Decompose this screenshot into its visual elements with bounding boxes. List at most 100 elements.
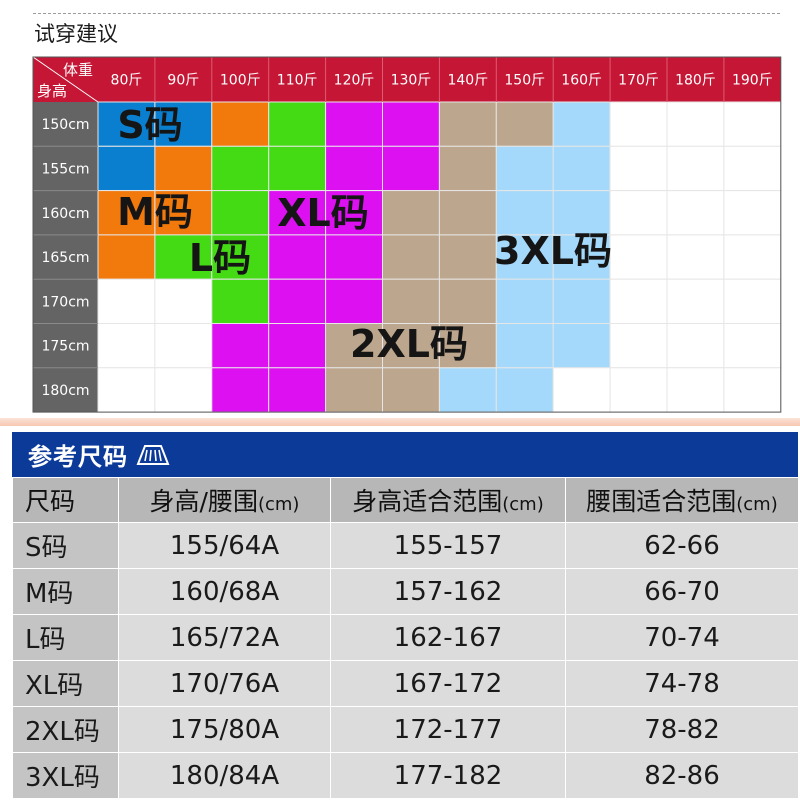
grid-cell [154, 323, 213, 369]
corner-weight-label: 体重 [63, 61, 93, 79]
grid-cell [723, 234, 782, 280]
grid-cell [211, 190, 270, 236]
grid-cell [382, 367, 440, 413]
size-cell: XL码 [12, 660, 119, 707]
weight-label: 120斤 [334, 73, 375, 89]
height-waist-cell: 170/76A [118, 660, 331, 707]
grid-cell [382, 190, 440, 236]
grid-cell [552, 234, 611, 280]
grid-cell [666, 323, 725, 369]
grid-cell [609, 234, 668, 280]
weight-label: 190斤 [732, 73, 773, 89]
height-range-cell: 167-172 [330, 660, 566, 707]
size-zone-label: M码 [117, 190, 193, 234]
weight-label: 180斤 [675, 73, 716, 89]
grid-cell [723, 145, 782, 192]
height-range-cell: 177-182 [330, 752, 566, 799]
column-header: 身高适合范围(cm) [330, 477, 566, 523]
grid-cell [325, 101, 384, 147]
size-cell: L码 [12, 614, 119, 661]
grid-cell [438, 190, 497, 236]
grid-cell [552, 323, 611, 369]
grid-cell [154, 278, 213, 325]
ruler-icon [136, 443, 170, 467]
grid-cell [609, 101, 668, 147]
grid-cell [154, 234, 213, 280]
size-zone-label: 2XL码 [350, 322, 468, 366]
grid-cell [438, 101, 497, 147]
grid-cell [268, 145, 327, 192]
reference-size-header: 参考尺码 [12, 432, 798, 477]
corner-height-label: 身高 [37, 82, 67, 100]
grid-cell [552, 101, 611, 147]
grid-cell [495, 101, 554, 147]
grid-cell [268, 323, 327, 369]
waist-range-cell: 70-74 [565, 614, 799, 661]
height-label: 170cm [41, 294, 89, 310]
grid-cell [382, 101, 440, 147]
table-row: 3XL码 180/84A 177-182 82-86 [12, 752, 799, 799]
grid-cell [723, 101, 782, 147]
grid-cell [97, 145, 156, 192]
grid-cell [723, 190, 782, 236]
weight-label: 150斤 [504, 73, 545, 89]
waist-range-cell: 82-86 [565, 752, 799, 799]
grid-cell [154, 367, 213, 413]
height-side-column [33, 102, 98, 413]
table-row: S码 155/64A 155-157 62-66 [12, 522, 799, 569]
height-range-cell: 155-157 [330, 522, 566, 569]
separator-band [0, 418, 800, 426]
table-row: 2XL码 175/80A 172-177 78-82 [12, 706, 799, 753]
grid-cell [666, 145, 725, 192]
size-zone-label: L码 [189, 236, 251, 280]
grid-cell [382, 278, 440, 325]
grid-cell [552, 278, 611, 325]
weight-label: 160斤 [561, 73, 602, 89]
grid-cell [97, 367, 156, 413]
grid-cell [97, 278, 156, 325]
size-zone-label: S码 [117, 103, 182, 147]
table-row: XL码 170/76A 167-172 74-78 [12, 660, 799, 707]
grid-cell [666, 278, 725, 325]
grid-cell [325, 145, 384, 192]
grid-cell [268, 190, 327, 236]
section-title: 试穿建议 [34, 22, 118, 46]
waist-range-cell: 78-82 [565, 706, 799, 753]
grid-cell [325, 323, 384, 369]
weight-label: 140斤 [447, 73, 488, 89]
reference-size-table: 尺码 身高/腰围(cm) 身高适合范围(cm) 腰围适合范围(cm) S码 15… [12, 477, 799, 799]
weight-label: 130斤 [391, 73, 432, 89]
grid-cell [495, 278, 554, 325]
grid-cell [609, 323, 668, 369]
table-row: M码 160/68A 157-162 66-70 [12, 568, 799, 615]
height-range-cell: 157-162 [330, 568, 566, 615]
grid-cell [438, 234, 497, 280]
grid-cell [666, 234, 725, 280]
table-header-row: 尺码 身高/腰围(cm) 身高适合范围(cm) 腰围适合范围(cm) [12, 477, 799, 523]
size-cell: 2XL码 [12, 706, 119, 753]
height-waist-cell: 175/80A [118, 706, 331, 753]
grid-cell [211, 323, 270, 369]
grid-cell [268, 278, 327, 325]
height-label: 175cm [41, 339, 89, 355]
height-range-cell: 162-167 [330, 614, 566, 661]
grid-cell [211, 278, 270, 325]
grid-cell [211, 145, 270, 192]
grid-cell [666, 190, 725, 236]
height-waist-cell: 165/72A [118, 614, 331, 661]
grid-cell [495, 190, 554, 236]
height-label: 160cm [41, 206, 89, 222]
grid-cell [495, 323, 554, 369]
grid-cell [382, 145, 440, 192]
height-waist-cell: 180/84A [118, 752, 331, 799]
weight-label: 80斤 [111, 73, 143, 89]
grid-cell [268, 234, 327, 280]
column-header: 腰围适合范围(cm) [565, 477, 799, 523]
grid-cell [268, 367, 327, 413]
reference-size-title: 参考尺码 [28, 443, 128, 471]
corner-diagonal [32, 56, 99, 103]
grid-cell [723, 278, 782, 325]
grid-cell [609, 367, 668, 413]
grid-cell [211, 234, 270, 280]
